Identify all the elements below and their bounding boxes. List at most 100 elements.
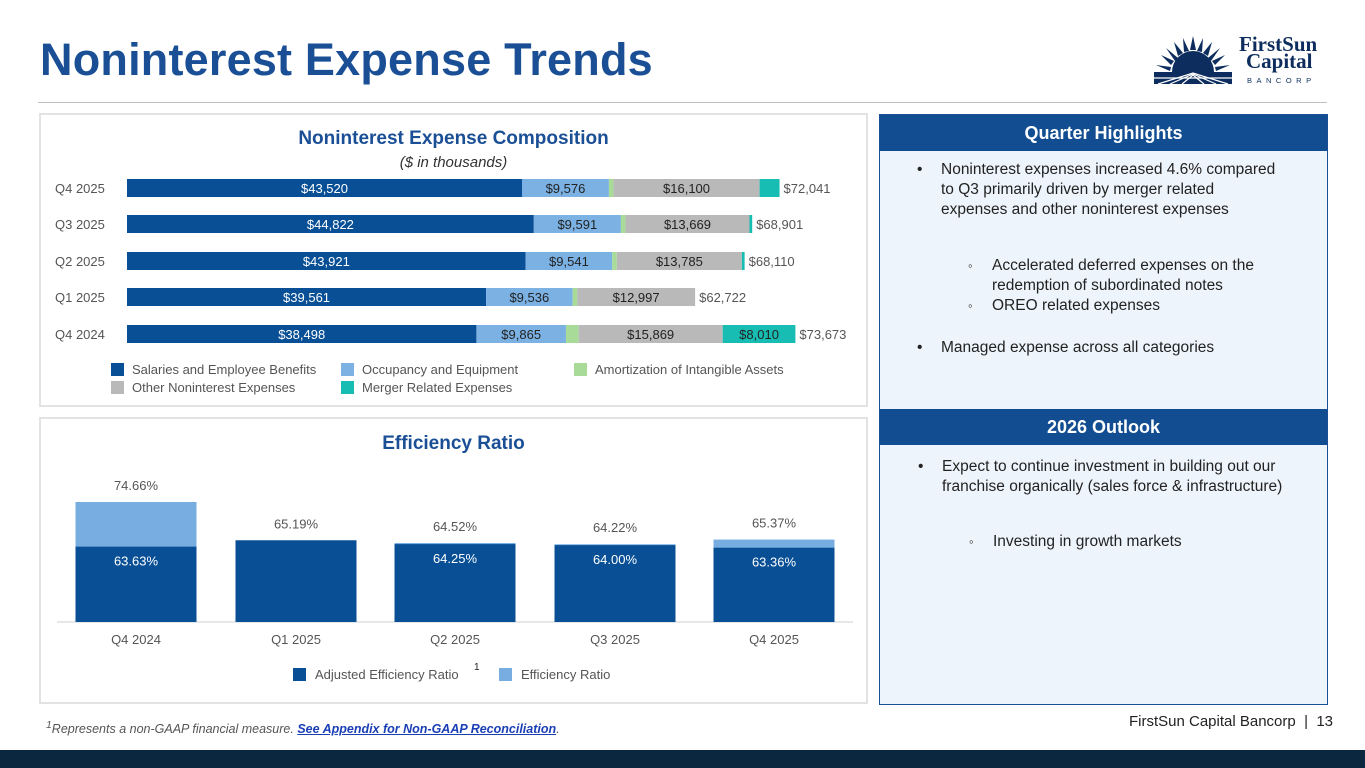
quarter-label: Q2 2025 [430,632,480,647]
highlight-bullet-2: • Managed expense across all categories [917,338,1281,358]
segment-value-label: $16,100 [663,181,710,196]
adjusted-value-label: 63.63% [114,554,159,569]
outlook-sub-text-1: Investing in growth markets [993,533,1182,550]
legend-swatch [341,381,354,394]
footer-company: FirstSun Capital Bancorp [1128,713,1296,730]
segment-value-label: $9,576 [546,181,586,196]
legend-label: Amortization of Intangible Assets [595,362,784,377]
legend-swatch [111,381,124,394]
quarter-label: Q4 2025 [749,632,799,647]
logo-name-line2: Capital [1246,49,1313,73]
bullet-marker: • [917,161,923,178]
title-divider [38,102,1327,103]
adjusted-value-label: 63.36% [752,555,797,570]
efficiency-chart-title: Efficiency Ratio [382,433,525,454]
outlook-sub-bullet-1: ◦ Investing in growth markets [969,532,1293,552]
expense-bar-segment [127,252,526,270]
expense-bar-segment [525,252,613,270]
adjusted-efficiency-bar [394,544,516,622]
segment-value-label: $9,536 [509,290,549,305]
adjusted-efficiency-bar [235,540,357,622]
expense-bar-segment [612,252,617,270]
efficiency-value-label: 65.37% [752,516,797,531]
total-label: $68,901 [756,217,803,232]
total-label: $73,673 [799,327,846,342]
adjusted-efficiency-bar [75,546,197,622]
expense-bar-segment [613,179,760,197]
footnote-text: Represents a non-GAAP financial measure. [51,722,294,737]
segment-value-label: $13,785 [656,254,703,269]
legend-swatch [111,363,124,376]
quarter-label: Q4 2024 [55,327,105,342]
expense-bar-segment [722,325,796,343]
expense-bar-segment [476,325,566,343]
total-label: $68,110 [749,254,795,269]
appendix-link[interactable]: See Appendix for Non-GAAP Reconciliation [297,722,557,737]
footnote-period: . [556,722,560,737]
footnote: 1Represents a non-GAAP financial measure… [46,720,560,736]
outlook-text-1: Expect to continue investment in buildin… [942,458,1283,495]
expense-bar-segment [625,215,750,233]
legend-swatch [499,668,512,681]
expense-bar-segment [127,179,522,197]
expense-bar-segment [608,179,614,197]
quarter-label: Q4 2025 [55,181,105,196]
segment-value-label: $38,498 [278,327,325,342]
adjusted-value-label: 64.25% [433,551,478,566]
expense-chart-title: Noninterest Expense Composition [298,128,609,149]
highlight-text-2: Managed expense across all categories [941,339,1215,356]
expense-bar-segment [578,325,723,343]
expense-chart-subtitle: ($ in thousands) [399,154,508,171]
expense-bar-segment [572,288,578,306]
footer-label: FirstSun Capital Bancorp | 13 [1129,713,1333,730]
legend-label: Merger Related Expenses [362,380,513,395]
segment-value-label: $39,561 [283,290,330,305]
page-number: 13 [1316,713,1333,730]
legend-label: Efficiency Ratio [521,667,610,682]
expense-bar-segment [127,215,534,233]
footnote-sup: 1 [46,720,52,731]
logo-subtitle: BANCORP [1247,76,1316,85]
segment-value-label: $15,869 [627,327,674,342]
company-logo: FirstSun Capital BANCORP [1150,30,1330,92]
footer-bar [0,750,1365,768]
expense-bar-segment [741,252,745,270]
highlight-bullet-1: • Noninterest expenses increased 4.6% co… [917,160,1281,220]
adjusted-value-label: 64.00% [593,552,638,567]
quarter-label: Q3 2025 [590,632,640,647]
segment-value-label: $9,865 [501,327,541,342]
expense-bar-segment [577,288,696,306]
expense-bar-segment [749,215,753,233]
highlight-sub-bullet-2: ◦ OREO related expenses [968,296,1292,316]
sub-bullet-marker: ◦ [968,298,973,313]
efficiency-value-label: 64.22% [593,520,638,535]
expense-bar-segment [127,288,487,306]
efficiency-value-label: 65.19% [274,516,319,531]
efficiency-ratio-chart: 74.66% 63.63% Q4 2024 65.19% Q1 2025 64.52% 64… [57,478,853,682]
adjusted-efficiency-bar [713,547,835,622]
quarter-label: Q1 2025 [55,290,105,305]
segment-value-label: $44,822 [307,217,354,232]
segment-value-label: $43,520 [301,181,348,196]
sub-bullet-marker: ◦ [968,258,973,273]
expense-bar-segment [620,215,626,233]
legend-swatch [574,363,587,376]
highlight-sub-bullet-1: ◦ Accelerated deferred expenses on the r… [968,256,1292,296]
expense-bar-segment [127,325,477,343]
logo-name-line1: FirstSun [1239,32,1318,56]
expense-composition-panel: Noninterest Expense Composition ($ in th… [39,113,868,407]
expense-bar-segment [486,288,573,306]
total-label: $62,722 [699,290,746,305]
legend-swatch [341,363,354,376]
quarter-label: Q3 2025 [55,217,105,232]
expense-bar-segment [533,215,621,233]
quarter-label: Q1 2025 [271,632,321,647]
efficiency-value-label: 64.52% [433,519,478,534]
efficiency-value-label: 74.66% [114,478,159,493]
sunburst-logo-icon [1154,36,1232,85]
legend-swatch [293,668,306,681]
expense-bar-segment [759,179,780,197]
legend-label: Salaries and Employee Benefits [132,362,317,377]
quarter-highlights-header: Quarter Highlights [880,115,1327,151]
expense-bar-segment [616,252,742,270]
